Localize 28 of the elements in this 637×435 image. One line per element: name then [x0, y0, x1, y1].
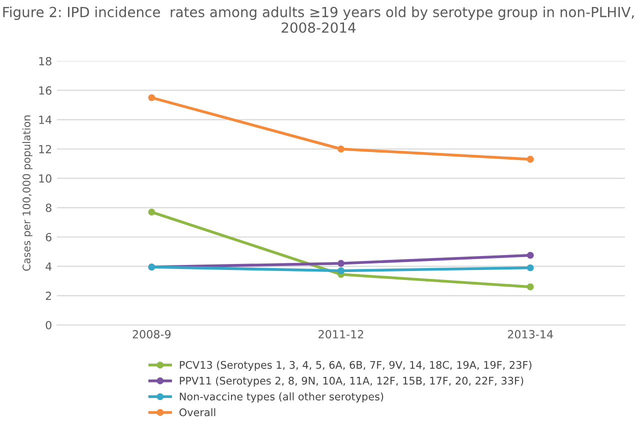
legend-label: Non-vaccine types (all other serotypes) [180, 392, 384, 402]
y-tick-label: 4 [46, 262, 52, 271]
point [526, 156, 534, 163]
point [526, 252, 534, 259]
y-tick-label: 0 [46, 320, 52, 330]
point [148, 94, 156, 102]
point [148, 208, 156, 216]
legend-label: PCV13 (Serotypes 1, 3, 4, 5, 6A, 6B, 7F, 9V, 14, 18C, 19A, 19F, 23F) [180, 360, 532, 371]
x-tick-label: 2013-14 [508, 330, 553, 338]
chart-title: Figure 2: IPD incidence rates among adults ≥19 years old by serotype group in non-PLHIV, 2008-2014 [3, 6, 634, 33]
y-tick-label: 10 [39, 174, 52, 183]
y-axis-title: Cases per 100,000 population [22, 116, 32, 271]
legend-label: Overall [179, 408, 216, 416]
y-tick-label: 14 [39, 116, 52, 124]
point [526, 264, 534, 272]
y-tick-label: 16 [39, 86, 52, 95]
legend-label: PPV11 (Serotypes 2, 8, 9N, 10A, 11A, 12F, 15B, 17F, 20, 22F, 33F) [180, 376, 524, 387]
y-tick-label: 6 [46, 232, 52, 242]
y-tick-label: 2 [46, 292, 52, 300]
y-tick-label: 8 [46, 204, 52, 212]
point [338, 267, 344, 274]
y-tick-label: 18 [39, 56, 52, 66]
y-tick-label: 12 [39, 144, 52, 154]
x-tick-label: 2008-9 [132, 330, 171, 338]
point [338, 146, 344, 152]
point [338, 260, 344, 267]
x-tick-label: 2011-12 [318, 330, 364, 338]
point [526, 283, 534, 290]
